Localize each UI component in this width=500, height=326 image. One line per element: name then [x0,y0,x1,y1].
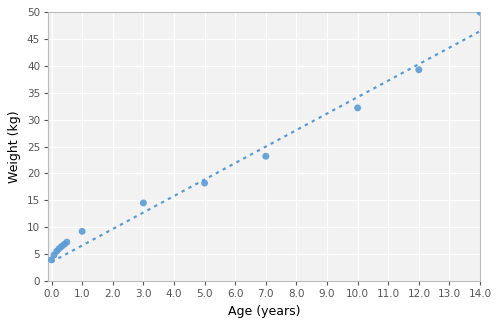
Point [262,154,270,159]
Point [354,105,362,111]
Point [52,249,60,254]
Point [48,257,56,262]
Point [50,252,58,258]
Point [78,229,86,234]
Point [415,67,423,72]
Point [200,181,208,186]
X-axis label: Age (years): Age (years) [228,305,300,318]
Y-axis label: Weight (kg): Weight (kg) [8,110,22,183]
Point [58,244,66,249]
Point [60,242,68,247]
Point [63,240,71,245]
Point [140,200,147,205]
Point [476,10,484,15]
Point [55,246,63,251]
